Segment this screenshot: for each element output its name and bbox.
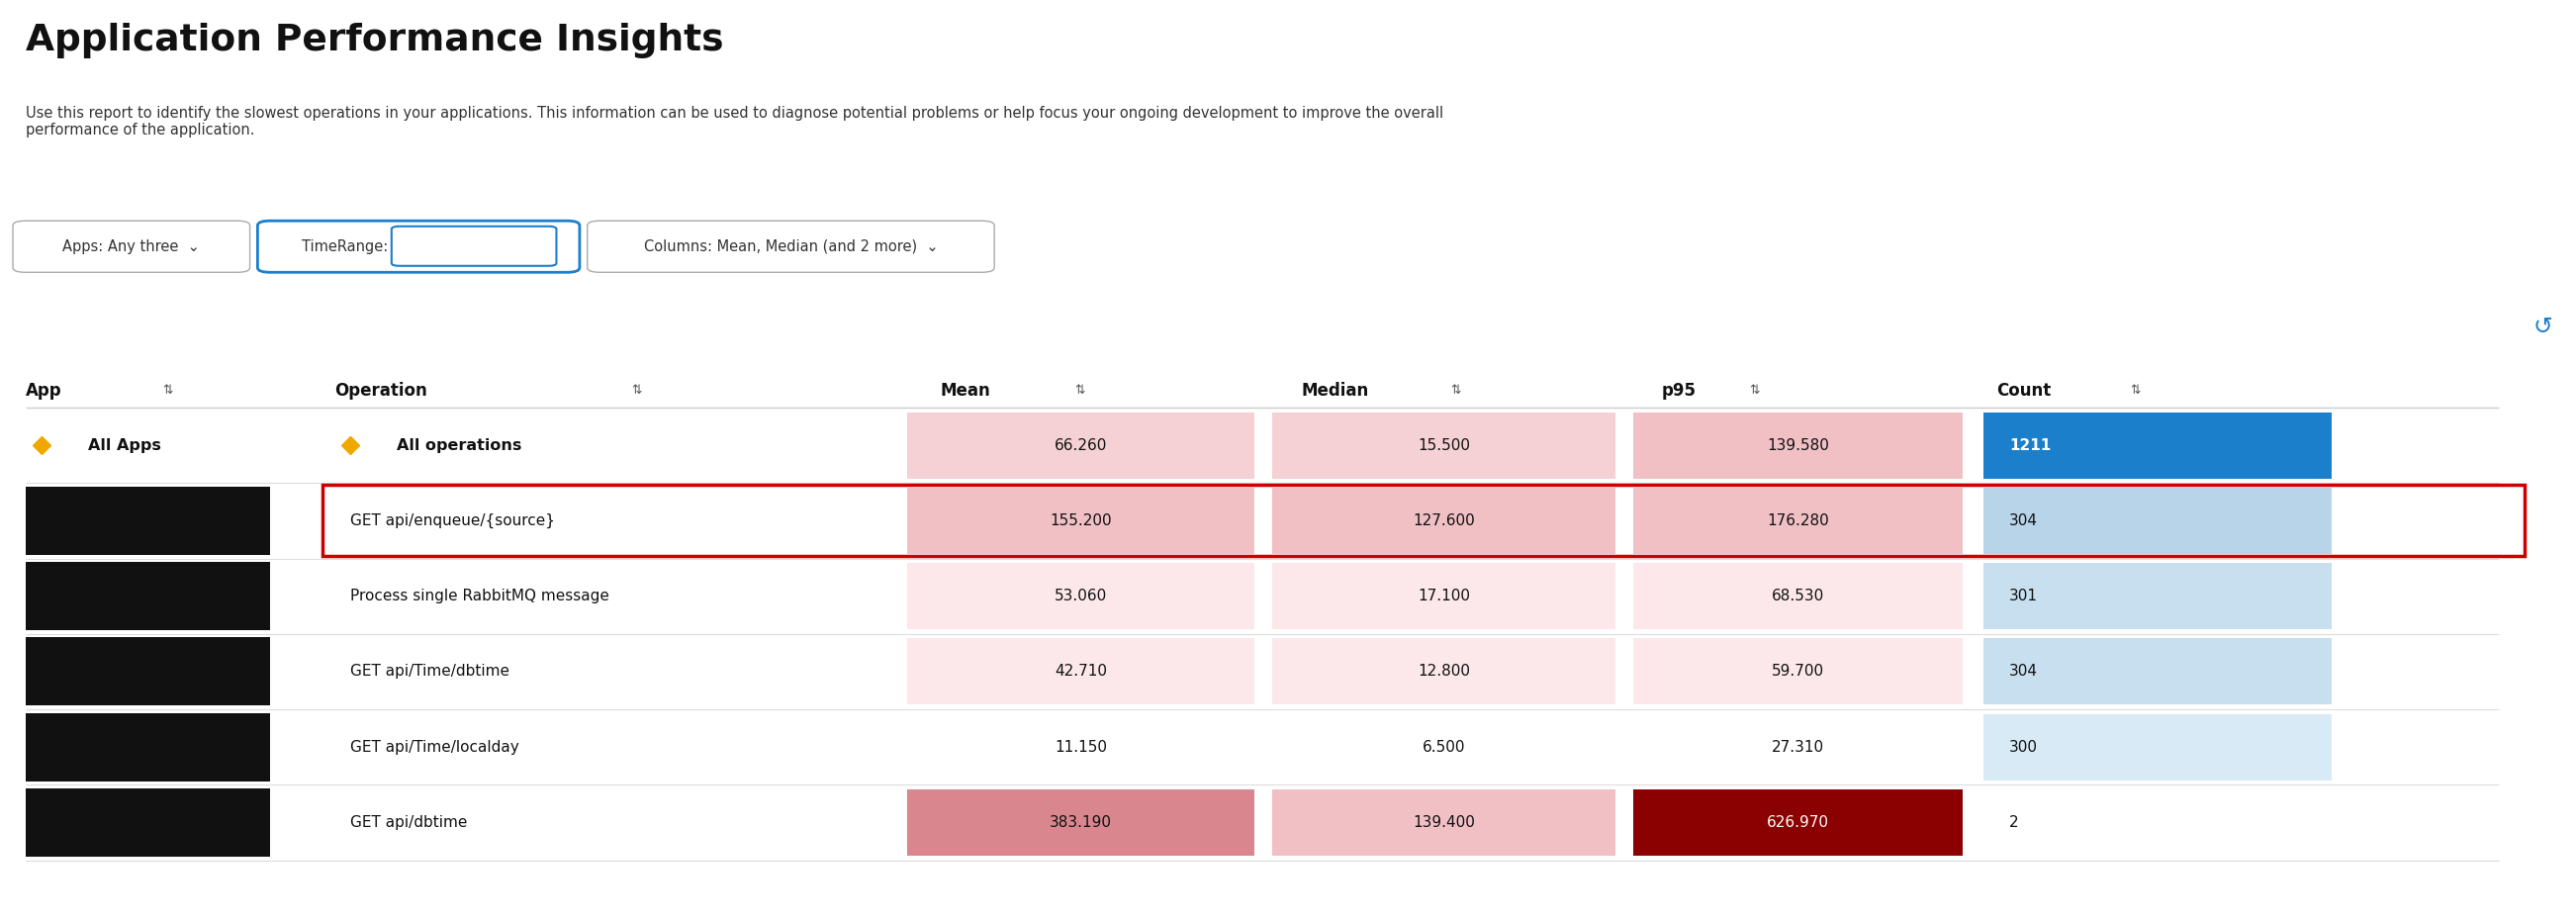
Text: 139.400: 139.400 <box>1412 815 1476 830</box>
Text: Application Performance Insights: Application Performance Insights <box>26 23 724 59</box>
Text: 27.310: 27.310 <box>1772 740 1824 754</box>
FancyBboxPatch shape <box>1633 714 1963 780</box>
Text: p95: p95 <box>1662 382 1695 400</box>
FancyBboxPatch shape <box>1633 789 1963 856</box>
Text: 42.710: 42.710 <box>1054 664 1108 679</box>
Text: 6.500: 6.500 <box>1422 740 1466 754</box>
Text: ⇅: ⇅ <box>1074 384 1084 397</box>
Text: Apps: Any three  ⌄: Apps: Any three ⌄ <box>62 239 201 254</box>
Text: Mean: Mean <box>940 382 989 400</box>
FancyBboxPatch shape <box>1273 563 1615 629</box>
Text: ⇅: ⇅ <box>2130 384 2141 397</box>
Text: 1211: 1211 <box>2009 438 2050 453</box>
Text: GET api/Time/localday: GET api/Time/localday <box>350 740 520 754</box>
FancyBboxPatch shape <box>26 562 270 630</box>
FancyBboxPatch shape <box>1273 488 1615 554</box>
FancyBboxPatch shape <box>1984 488 2331 554</box>
FancyBboxPatch shape <box>907 563 1255 629</box>
Text: 11.150: 11.150 <box>1054 740 1108 754</box>
Text: 59.700: 59.700 <box>1772 664 1824 679</box>
Text: Use this report to identify the slowest operations in your applications. This in: Use this report to identify the slowest … <box>26 106 1443 138</box>
Text: 139.580: 139.580 <box>1767 438 1829 453</box>
Text: 155.200: 155.200 <box>1048 513 1113 528</box>
Text: 301: 301 <box>2009 589 2038 604</box>
FancyBboxPatch shape <box>1984 638 2331 705</box>
Text: 66.260: 66.260 <box>1054 438 1108 453</box>
Text: App: App <box>26 382 62 400</box>
Text: GET api/dbtime: GET api/dbtime <box>350 815 466 830</box>
FancyBboxPatch shape <box>1984 789 2331 856</box>
FancyBboxPatch shape <box>1273 714 1615 780</box>
FancyBboxPatch shape <box>26 638 270 706</box>
Text: 2: 2 <box>2009 815 2020 830</box>
Text: 383.190: 383.190 <box>1048 815 1113 830</box>
Text: Last hour  ⌄: Last hour ⌄ <box>430 239 518 254</box>
Text: 127.600: 127.600 <box>1412 513 1476 528</box>
Text: Median: Median <box>1301 382 1368 400</box>
Text: GET api/enqueue/{source}: GET api/enqueue/{source} <box>350 513 554 528</box>
FancyBboxPatch shape <box>1273 789 1615 856</box>
Text: Process single RabbitMQ message: Process single RabbitMQ message <box>350 589 611 604</box>
Text: ⇅: ⇅ <box>1749 384 1759 397</box>
FancyBboxPatch shape <box>26 713 270 781</box>
Text: 304: 304 <box>2009 664 2038 679</box>
Text: 626.970: 626.970 <box>1767 815 1829 830</box>
FancyBboxPatch shape <box>1633 563 1963 629</box>
Text: 12.800: 12.800 <box>1417 664 1471 679</box>
FancyBboxPatch shape <box>1273 638 1615 705</box>
FancyBboxPatch shape <box>258 221 580 272</box>
FancyBboxPatch shape <box>907 714 1255 780</box>
FancyBboxPatch shape <box>1984 714 2331 780</box>
FancyBboxPatch shape <box>1984 412 2331 478</box>
Text: 304: 304 <box>2009 513 2038 528</box>
Text: 15.500: 15.500 <box>1417 438 1471 453</box>
FancyBboxPatch shape <box>907 412 1255 478</box>
Text: 176.280: 176.280 <box>1767 513 1829 528</box>
FancyBboxPatch shape <box>13 221 250 272</box>
Text: ↺: ↺ <box>2532 315 2553 339</box>
Text: Columns: Mean, Median (and 2 more)  ⌄: Columns: Mean, Median (and 2 more) ⌄ <box>644 239 938 254</box>
Text: 300: 300 <box>2009 740 2038 754</box>
FancyBboxPatch shape <box>1984 563 2331 629</box>
Text: ⇅: ⇅ <box>162 384 173 397</box>
FancyBboxPatch shape <box>1273 412 1615 478</box>
Text: ⇅: ⇅ <box>631 384 641 397</box>
FancyBboxPatch shape <box>26 788 270 857</box>
FancyBboxPatch shape <box>907 488 1255 554</box>
FancyBboxPatch shape <box>1633 638 1963 705</box>
FancyBboxPatch shape <box>1633 488 1963 554</box>
FancyBboxPatch shape <box>907 638 1255 705</box>
Text: ⇅: ⇅ <box>1450 384 1461 397</box>
Text: Count: Count <box>1996 382 2050 400</box>
Text: All Apps: All Apps <box>88 438 160 453</box>
Text: 68.530: 68.530 <box>1772 589 1824 604</box>
FancyBboxPatch shape <box>1633 412 1963 478</box>
FancyBboxPatch shape <box>392 226 556 266</box>
Text: 17.100: 17.100 <box>1417 589 1471 604</box>
FancyBboxPatch shape <box>907 789 1255 856</box>
Text: 53.060: 53.060 <box>1054 589 1108 604</box>
Text: Operation: Operation <box>335 382 428 400</box>
Text: GET api/Time/dbtime: GET api/Time/dbtime <box>350 664 510 679</box>
FancyBboxPatch shape <box>26 487 270 555</box>
Text: All operations: All operations <box>397 438 523 453</box>
FancyBboxPatch shape <box>587 221 994 272</box>
Text: TimeRange:: TimeRange: <box>301 239 389 254</box>
